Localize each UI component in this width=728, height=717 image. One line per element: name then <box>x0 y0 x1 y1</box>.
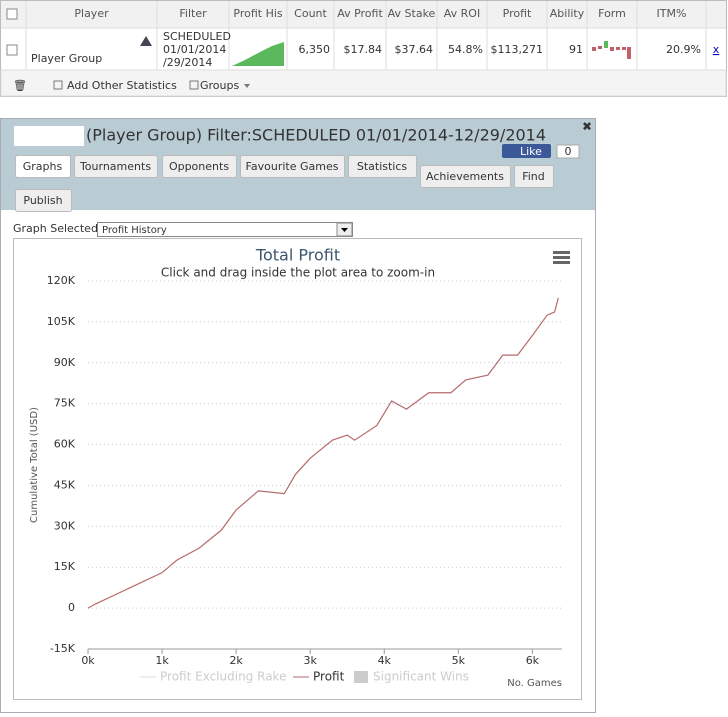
tab-label[interactable]: Tournaments <box>79 160 151 173</box>
y-tick-label: 0 <box>68 601 75 614</box>
redacted-name <box>14 126 84 146</box>
x-tick-label: 3k <box>304 654 318 667</box>
cell: 91 <box>569 43 583 56</box>
dialog-title: (Player Group) Filter:SCHEDULED 01/01/20… <box>86 126 546 145</box>
filter-line: SCHEDULED <box>163 30 231 43</box>
y-tick-label: 60K <box>54 438 76 451</box>
x-tick-label: 4k <box>378 654 392 667</box>
y-tick-label: -15K <box>50 642 76 655</box>
cell: $113,271 <box>491 43 544 56</box>
x-tick-label: 0k <box>81 654 95 667</box>
remove-link[interactable]: x <box>713 43 720 56</box>
filter-line: 01/01/2014 <box>163 43 226 56</box>
legend-item[interactable]: Profit Excluding Rake <box>160 670 286 684</box>
checkbox[interactable] <box>6 8 18 20</box>
tab-label[interactable]: Find <box>522 170 545 183</box>
select-arrow <box>341 228 348 232</box>
toolbar <box>0 69 727 97</box>
chart-frame <box>13 238 582 700</box>
itm-cell: 20.9% <box>666 43 701 56</box>
cell: $17.84 <box>344 43 383 56</box>
dropdown-arrow <box>244 84 250 88</box>
profit-line <box>87 297 559 609</box>
x-tick-label: 6k <box>526 654 540 667</box>
cell: 6,350 <box>299 43 331 56</box>
y-axis-label: Cumulative Total (USD) <box>29 407 40 523</box>
x-axis-label: No. Games <box>507 678 562 689</box>
legend-item[interactable]: Profit <box>313 670 345 684</box>
like-button[interactable] <box>502 144 551 158</box>
player-icon <box>140 36 152 46</box>
menu-icon[interactable] <box>553 251 570 264</box>
trash-icon[interactable]: 🗑 <box>13 79 27 92</box>
column-header[interactable]: Form <box>598 7 626 20</box>
chart-title: Total Profit <box>255 246 340 265</box>
y-tick-label: 105K <box>47 315 76 328</box>
cell: 54.8% <box>448 43 483 56</box>
like-count-box <box>556 144 580 159</box>
groups-button[interactable]: Groups <box>200 79 239 92</box>
column-header[interactable]: Profit <box>503 7 532 20</box>
graph-selected-label: Graph Selected: <box>13 222 102 235</box>
player-name: Player Group <box>31 52 102 65</box>
tab-label[interactable]: Favourite Games <box>246 160 339 173</box>
column-header[interactable]: Filter <box>179 7 207 20</box>
x-tick-label: 2k <box>229 654 243 667</box>
y-tick-label: 120K <box>47 274 76 287</box>
chart-subtitle: Click and drag inside the plot area to z… <box>161 266 435 280</box>
checkbox[interactable] <box>6 44 18 56</box>
y-tick-label: 30K <box>54 519 76 532</box>
x-tick-label: 1k <box>155 654 169 667</box>
like-label[interactable]: Like <box>520 145 542 158</box>
groups-icon <box>189 80 199 90</box>
tab[interactable] <box>514 165 554 188</box>
form-bars <box>592 41 631 59</box>
x-tick-label: 5k <box>452 654 466 667</box>
legend-swatch[interactable] <box>354 671 368 683</box>
sparkline <box>232 42 284 66</box>
y-tick-label: 15K <box>54 560 76 573</box>
tab[interactable] <box>420 165 511 188</box>
y-tick-label: 75K <box>54 397 76 410</box>
tab[interactable] <box>15 155 71 178</box>
column-header[interactable]: Av Stake <box>388 7 436 20</box>
legend-item[interactable]: Significant Wins <box>373 670 469 684</box>
add-statistics[interactable]: Add Other Statistics <box>67 79 177 92</box>
column-header[interactable]: Av Profit <box>337 7 383 20</box>
add-icon <box>53 80 63 90</box>
tab[interactable] <box>15 189 72 212</box>
tab-label[interactable]: Opponents <box>169 160 229 173</box>
table-header <box>1 1 726 28</box>
tab[interactable] <box>74 155 158 178</box>
tab[interactable] <box>240 155 345 178</box>
graph-selected[interactable]: Profit History <box>102 225 167 236</box>
column-header[interactable]: Count <box>294 7 327 20</box>
y-tick-label: 90K <box>54 356 76 369</box>
tab-label[interactable]: Achievements <box>426 170 504 183</box>
column-header[interactable]: Av ROI <box>444 7 480 20</box>
column-header[interactable]: Ability <box>550 7 585 20</box>
filter-line: /29/2014 <box>163 56 212 69</box>
tab[interactable] <box>162 155 237 178</box>
column-header[interactable]: ITM% <box>657 7 687 20</box>
column-header[interactable]: Profit His <box>233 7 283 20</box>
cell: $37.64 <box>395 43 434 56</box>
tab-label[interactable]: Publish <box>23 194 62 207</box>
tab-label[interactable]: Graphs <box>23 160 63 173</box>
close-button[interactable]: ✖ <box>582 120 592 134</box>
like-count: 0 <box>565 145 572 158</box>
tab[interactable] <box>348 155 417 178</box>
y-tick-label: 45K <box>54 478 76 491</box>
column-header[interactable]: Player <box>74 7 109 20</box>
tab-label[interactable]: Statistics <box>357 160 408 173</box>
